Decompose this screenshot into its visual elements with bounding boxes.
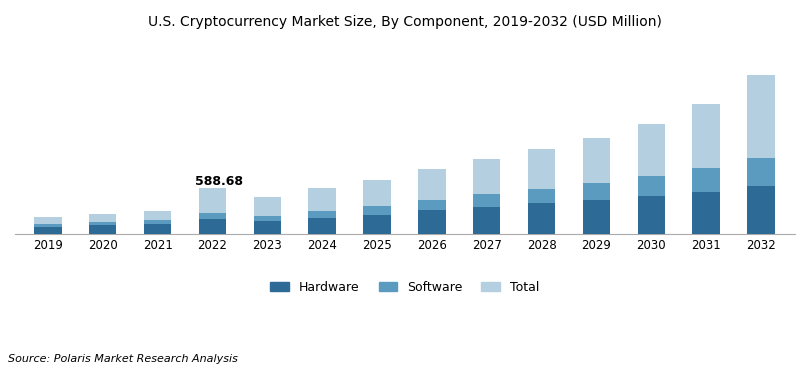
Bar — [254, 221, 281, 234]
Bar — [198, 188, 226, 234]
Bar — [693, 104, 720, 234]
Bar — [748, 186, 774, 234]
Bar — [144, 220, 172, 234]
Bar — [418, 169, 446, 234]
Bar — [473, 159, 501, 234]
Bar — [528, 149, 556, 234]
Bar — [364, 215, 390, 234]
Bar — [473, 206, 501, 234]
Bar — [637, 196, 665, 234]
Bar — [34, 224, 62, 234]
Bar — [528, 203, 556, 234]
Bar — [89, 214, 117, 234]
Bar — [309, 211, 336, 234]
Bar — [309, 188, 336, 234]
Bar — [254, 197, 281, 234]
Bar — [254, 216, 281, 234]
Bar — [89, 225, 117, 234]
Bar — [418, 210, 446, 234]
Bar — [748, 158, 774, 234]
Bar — [89, 222, 117, 234]
Title: U.S. Cryptocurrency Market Size, By Component, 2019-2032 (USD Million): U.S. Cryptocurrency Market Size, By Comp… — [148, 15, 662, 29]
Bar — [582, 200, 610, 234]
Bar — [637, 124, 665, 234]
Bar — [582, 183, 610, 234]
Bar — [528, 188, 556, 234]
Bar — [34, 227, 62, 234]
Bar — [34, 217, 62, 234]
Bar — [198, 219, 226, 234]
Bar — [364, 206, 390, 234]
Bar — [637, 176, 665, 234]
Bar — [693, 168, 720, 234]
Text: 588.68: 588.68 — [195, 175, 243, 188]
Bar — [418, 199, 446, 234]
Bar — [198, 213, 226, 234]
Bar — [309, 218, 336, 234]
Bar — [144, 224, 172, 234]
Text: Source: Polaris Market Research Analysis: Source: Polaris Market Research Analysis — [8, 354, 238, 364]
Bar — [748, 75, 774, 234]
Bar — [144, 210, 172, 234]
Bar — [693, 192, 720, 234]
Legend: Hardware, Software, Total: Hardware, Software, Total — [266, 276, 544, 299]
Bar — [582, 138, 610, 234]
Bar — [473, 194, 501, 234]
Bar — [364, 180, 390, 234]
